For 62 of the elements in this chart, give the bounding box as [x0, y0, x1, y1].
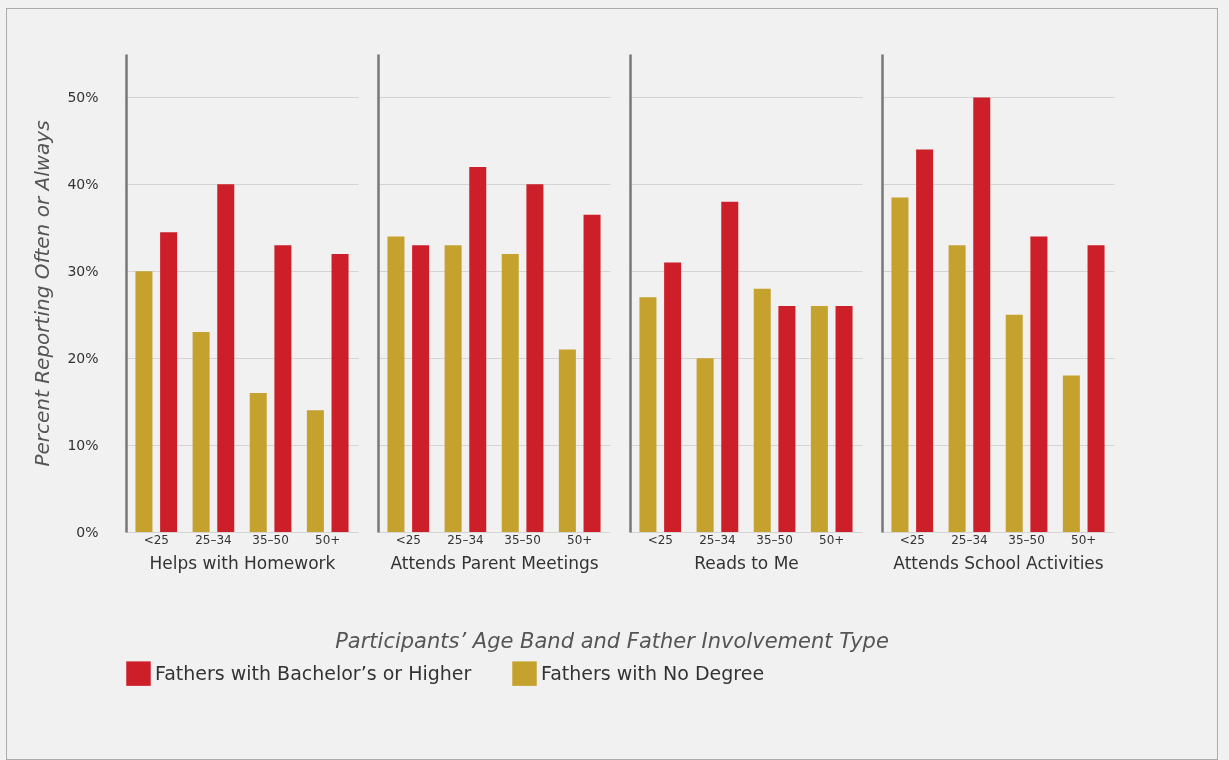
x-tick-label: <25	[395, 532, 421, 547]
bar	[753, 288, 771, 532]
y-tick-label: 0%	[76, 523, 99, 540]
bar	[721, 201, 739, 532]
x-tick-label: 35–50	[756, 532, 793, 547]
y-tick-label: 50%	[67, 88, 99, 105]
x-tick-label: <25	[143, 532, 169, 547]
bar	[1005, 314, 1023, 532]
bar	[1062, 375, 1080, 532]
bar	[249, 392, 267, 532]
x-tick-label: 35–50	[504, 532, 541, 547]
bar	[696, 358, 714, 532]
x-tick-label: 35–50	[252, 532, 289, 547]
x-axis-title: Reads to Me	[694, 552, 799, 573]
bar	[973, 97, 991, 532]
bar	[583, 214, 601, 532]
bar	[331, 253, 349, 532]
legend-label: Fathers with Bachelor’s or Higher	[155, 661, 472, 684]
x-axis-title: Helps with Homework	[149, 552, 336, 573]
bar	[444, 245, 462, 532]
bar	[778, 306, 796, 532]
bar	[526, 184, 544, 532]
y-tick-label: 30%	[67, 262, 99, 279]
y-tick-label: 10%	[67, 436, 99, 453]
bar	[135, 271, 153, 532]
bar	[1087, 245, 1105, 532]
x-axis-title: Attends School Activities	[893, 552, 1104, 573]
bar	[387, 236, 405, 532]
bar	[217, 184, 235, 532]
x-tick-label: 35–50	[1008, 532, 1045, 547]
bar	[664, 262, 682, 532]
bar	[469, 166, 487, 532]
x-tick-label: 50+	[819, 532, 845, 547]
legend-label: Fathers with No Degree	[541, 661, 765, 684]
x-tick-label: <25	[647, 532, 673, 547]
x-tick-label: 25–34	[699, 532, 736, 547]
bar	[835, 306, 853, 532]
x-tick-label: 25–34	[951, 532, 988, 547]
x-tick-label: 25–34	[195, 532, 232, 547]
bar	[948, 245, 966, 532]
bar	[192, 332, 210, 532]
x-tick-label: <25	[899, 532, 925, 547]
bar	[891, 197, 909, 532]
bar	[160, 232, 178, 532]
y-axis-title: Percent Reporting Often or Always	[30, 120, 55, 467]
bar	[501, 253, 519, 532]
bar	[810, 306, 828, 532]
bar	[412, 245, 430, 532]
x-axis-title: Attends Parent Meetings	[390, 552, 599, 573]
bar	[916, 149, 934, 532]
x-tick-label: 50+	[567, 532, 593, 547]
bar	[558, 349, 576, 532]
bar	[639, 297, 657, 532]
bar	[1030, 236, 1048, 532]
bar	[306, 410, 324, 532]
y-tick-label: 20%	[67, 349, 99, 366]
x-tick-label: 25–34	[447, 532, 484, 547]
y-tick-label: 40%	[67, 175, 99, 192]
x-tick-label: 50+	[1071, 532, 1097, 547]
text: Participants’ Age Band and Father Involvement Type	[334, 629, 890, 653]
x-tick-label: 50+	[315, 532, 341, 547]
bar	[274, 245, 292, 532]
